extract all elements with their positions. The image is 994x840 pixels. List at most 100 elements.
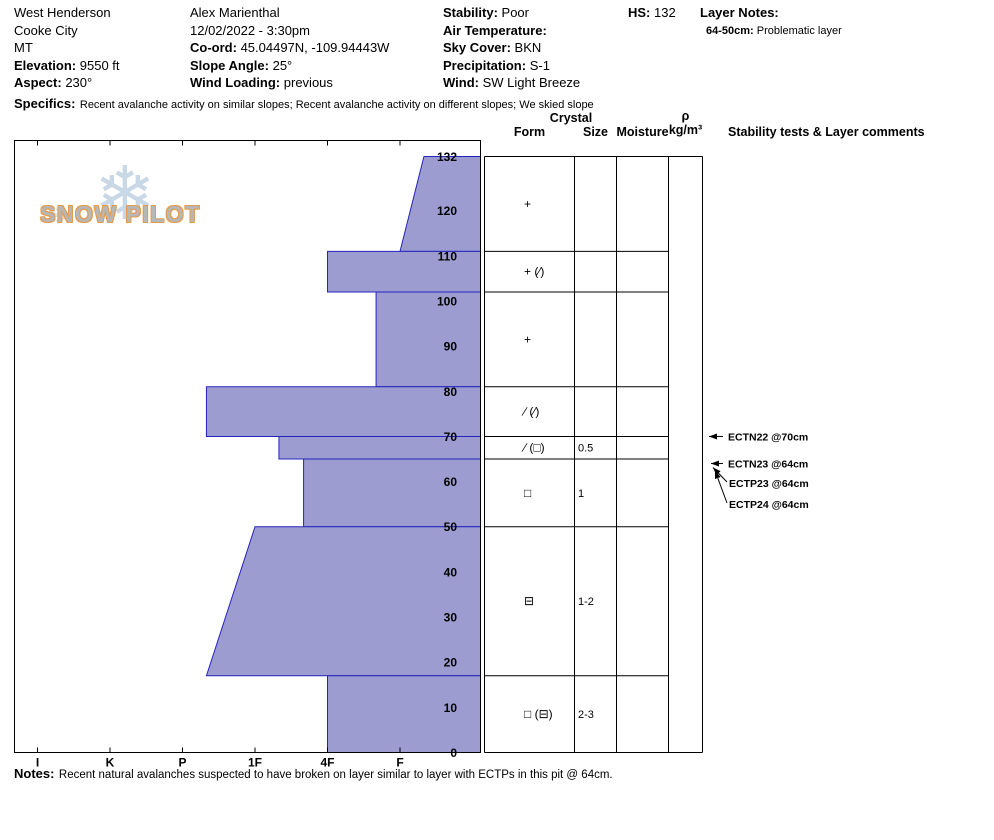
notes-line: Notes: Recent natural avalanches suspect… (14, 765, 613, 783)
elevation-value: 9550 ft (79, 57, 120, 73)
layer-notes-heading: Layer Notes: (700, 4, 842, 22)
aspect-value: 230° (65, 75, 93, 90)
hardness-axis-label: I (36, 756, 39, 770)
header-location-column: West Henderson Cooke City MT Elevation: … (14, 4, 120, 92)
column-header-stability: Stability tests & Layer comments (728, 125, 925, 139)
specifics-text: Recent avalanche activity on similar slo… (79, 99, 594, 111)
hardness-axis-label: 4F (320, 756, 334, 770)
grain-form-symbol: ∕ (∕) (521, 405, 539, 419)
air-temperature: Air Temperature: (443, 22, 580, 40)
precipitation: Precipitation: S-1 (443, 57, 580, 75)
snowflake-icon: ❄ (94, 152, 157, 235)
slope-angle-value: 25° (272, 57, 293, 73)
observer-name: Alex Marienthal (190, 5, 280, 20)
specifics-line: Specifics: Recent avalanche activity on … (14, 95, 594, 113)
precipitation-value: S-1 (529, 57, 550, 73)
depth-axis-label: 70 (444, 430, 458, 444)
depth-axis-label: 132 (437, 150, 457, 164)
depth-axis-label: 120 (437, 204, 457, 218)
pit-coordinates: Co-ord: 45.04497N, -109.94443W (190, 39, 389, 57)
hardness-axis-label: P (178, 756, 186, 770)
hardness-plot-border (14, 140, 481, 753)
snow-layer-bar (303, 458, 481, 528)
depth-axis-label: 80 (444, 385, 458, 399)
stability-label: Stability: (443, 5, 498, 20)
pit-datetime: 12/02/2022 - 3:30pm (190, 22, 310, 38)
stability-value: Poor (501, 5, 529, 20)
stability-test-label: ECTP23 @64cm (729, 478, 809, 490)
wind-loading: Wind Loading: previous (190, 74, 389, 92)
site-name: West Henderson (14, 5, 111, 20)
hs-label: HS: (628, 5, 651, 20)
slope-angle-label: Slope Angle: (190, 57, 269, 73)
header-observer-column: Alex Marienthal 12/02/2022 - 3:30pm Co-o… (190, 4, 389, 92)
layer-note-range: 64-50cm: (706, 24, 754, 37)
aspect-label: Aspect: (14, 75, 62, 90)
coord-value: 45.04497N, -109.94443W (240, 40, 390, 55)
grain-size-value: 1 (578, 488, 584, 500)
column-header-size: Size (583, 125, 608, 139)
depth-axis-label: 20 (444, 656, 458, 670)
site-aspect: Aspect: 230° (14, 74, 120, 92)
snow-height: HS: 132 (628, 4, 676, 22)
column-header-density: ρ (682, 109, 690, 123)
hs-value: 132 (654, 5, 676, 20)
grain-form-symbol: ∕ (□) (521, 441, 545, 455)
precipitation-label: Precipitation: (443, 57, 527, 73)
grain-size-value: 2-3 (578, 709, 594, 721)
depth-axis-label: 40 (444, 565, 458, 579)
grain-form-symbol: + (524, 332, 531, 346)
grain-form-symbol: + (524, 197, 531, 211)
depth-axis-label: 110 (438, 249, 458, 263)
snow-layer-bar (375, 291, 481, 388)
snow-layer-bar (327, 675, 481, 753)
grain-size-value: 0.5 (578, 443, 593, 455)
header-layer-notes-column: Layer Notes: 64-50cm: Problematic layer (700, 4, 842, 39)
stability-test-arrow (714, 470, 728, 504)
header-hs-column: HS: 132 (628, 4, 676, 22)
stability-test-label: ECTN22 @70cm (728, 431, 808, 443)
wind-loading-value: previous (283, 75, 333, 90)
notes-label: Notes: (14, 766, 55, 781)
air-temp-label: Air Temperature: (443, 22, 547, 38)
depth-axis-label: 10 (444, 701, 458, 715)
grain-form-symbol: □ (524, 486, 531, 500)
layer-notes-label: Layer Notes: (700, 5, 779, 20)
stability-test-arrow (712, 467, 728, 483)
depth-axis-label: 30 (444, 611, 458, 625)
hardness-axis-label: 1F (248, 756, 262, 770)
wind-loading-label: Wind Loading: (190, 75, 281, 90)
wind: Wind: SW Light Breeze (443, 74, 580, 92)
small-snowflake-icon: ❄ (48, 203, 69, 230)
layer-note-text: Problematic layer (756, 24, 842, 37)
coord-label: Co-ord: (190, 40, 237, 55)
column-header-moisture: Moisture (616, 125, 668, 139)
elevation-label: Elevation: (14, 57, 77, 73)
snowpilot-logo: ❄ ❄ SNOW PILOT (38, 157, 228, 247)
wind-label: Wind: (443, 75, 479, 90)
wind-value: SW Light Breeze (482, 75, 581, 90)
snow-layer-bar (205, 386, 481, 437)
site-area: Cooke City (14, 22, 78, 38)
depth-axis-label: 90 (444, 340, 458, 354)
snow-layer-bar (205, 526, 481, 677)
depth-axis-label: 50 (444, 520, 458, 534)
column-header-density-units: kg/m³ (669, 123, 702, 137)
header-conditions-column: Stability: Poor Air Temperature: Sky Cov… (443, 4, 580, 92)
sky-cover-label: Sky Cover: (443, 40, 511, 55)
snowpilot-logo-text: SNOW PILOT (40, 201, 201, 227)
sky-cover-value: BKN (514, 40, 542, 55)
depth-axis-label: 60 (444, 475, 458, 489)
hardness-axis-label: K (106, 756, 115, 770)
layer-note: 64-50cm: Problematic layer (706, 24, 842, 39)
stability-test-label: ECTP24 @64cm (729, 499, 809, 511)
site-elevation: Elevation: 9550 ft (14, 57, 120, 75)
column-header-crystal: Crystal (550, 111, 592, 125)
specifics-label: Specifics: (14, 96, 76, 111)
grain-form-symbol: + (∕) (524, 265, 544, 279)
depth-axis-label: 0 (450, 746, 457, 760)
grain-form-symbol: □ (⊟) (524, 707, 553, 721)
stability-rating: Stability: Poor (443, 4, 580, 22)
